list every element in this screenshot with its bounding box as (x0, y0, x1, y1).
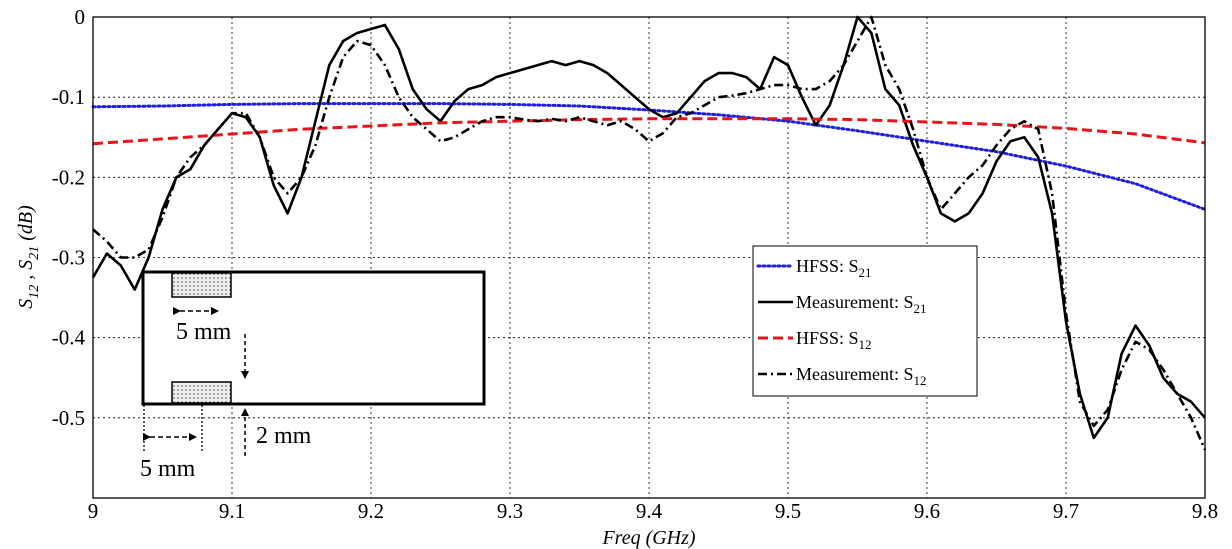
legend: HFSS: S21 Measurement: S21 HFSS: S12 Measur… (752, 245, 978, 397)
inset-dim-gap-label: 2 mm (256, 423, 312, 449)
y-tick-label: 0 (75, 5, 86, 29)
x-axis-title: Freq (GHz) (601, 527, 695, 549)
y-axis-title-sep: , (15, 270, 37, 285)
x-tick-label: 9.2 (358, 499, 384, 523)
inset-dim-offset-label: 5 mm (140, 456, 196, 482)
y-tick-label: -0.5 (52, 406, 85, 430)
series-line-measurement-s21 (91, 15, 1206, 440)
legend-box (752, 245, 978, 397)
legend-label-hfss-s12: HFSS: S12 (796, 328, 872, 352)
y-axis-title-sub1: 12 (27, 285, 42, 299)
x-tick-label: 9.8 (1192, 499, 1218, 523)
y-tick-label: -0.3 (52, 246, 85, 270)
legend-label-measurement-s12: Measurement: S12 (796, 364, 926, 388)
x-tick-label: 9.4 (636, 499, 663, 523)
x-tick-label: 9.6 (914, 499, 940, 523)
inset-pad-bottom (171, 381, 232, 404)
series-layer (91, 15, 1207, 451)
inset-pad-top (171, 272, 232, 298)
x-tick-label: 9.1 (219, 499, 245, 523)
y-axis-title: S12 , S21 (dB) (15, 205, 42, 309)
x-tick-label: 9 (88, 499, 99, 523)
x-tick-label: 9.3 (497, 499, 523, 523)
legend-label-hfss-s21: HFSS: S21 (796, 256, 872, 280)
y-axis-title-sub2: 21 (27, 246, 42, 260)
y-tick-label: -0.2 (52, 165, 85, 189)
series-line-measurement-s12 (92, 15, 1207, 451)
y-axis-title-unit: (dB) (15, 205, 37, 246)
x-tick-label: 9.7 (1053, 499, 1079, 523)
x-tick-label: 9.5 (775, 499, 801, 523)
inset-dim-top-label: 5 mm (176, 319, 232, 345)
inset-diagram: 5 mm 2 mm 5 mm (140, 270, 486, 482)
y-tick-label: -0.1 (52, 85, 85, 109)
tick-labels: 9 9.1 9.2 9.3 9.4 9.5 9.6 9.7 9.8 0 -0.1 -0.2 -0.3 -0… (52, 5, 1218, 523)
y-axis-title-s2: S (15, 260, 37, 270)
y-axis-title-s1: S (15, 299, 37, 309)
series-line-hfss-s12 (92, 117, 1206, 146)
y-tick-label: -0.4 (52, 326, 86, 350)
plot-frame (92, 16, 1206, 499)
legend-label-measurement-s21: Measurement: S21 (796, 292, 926, 316)
